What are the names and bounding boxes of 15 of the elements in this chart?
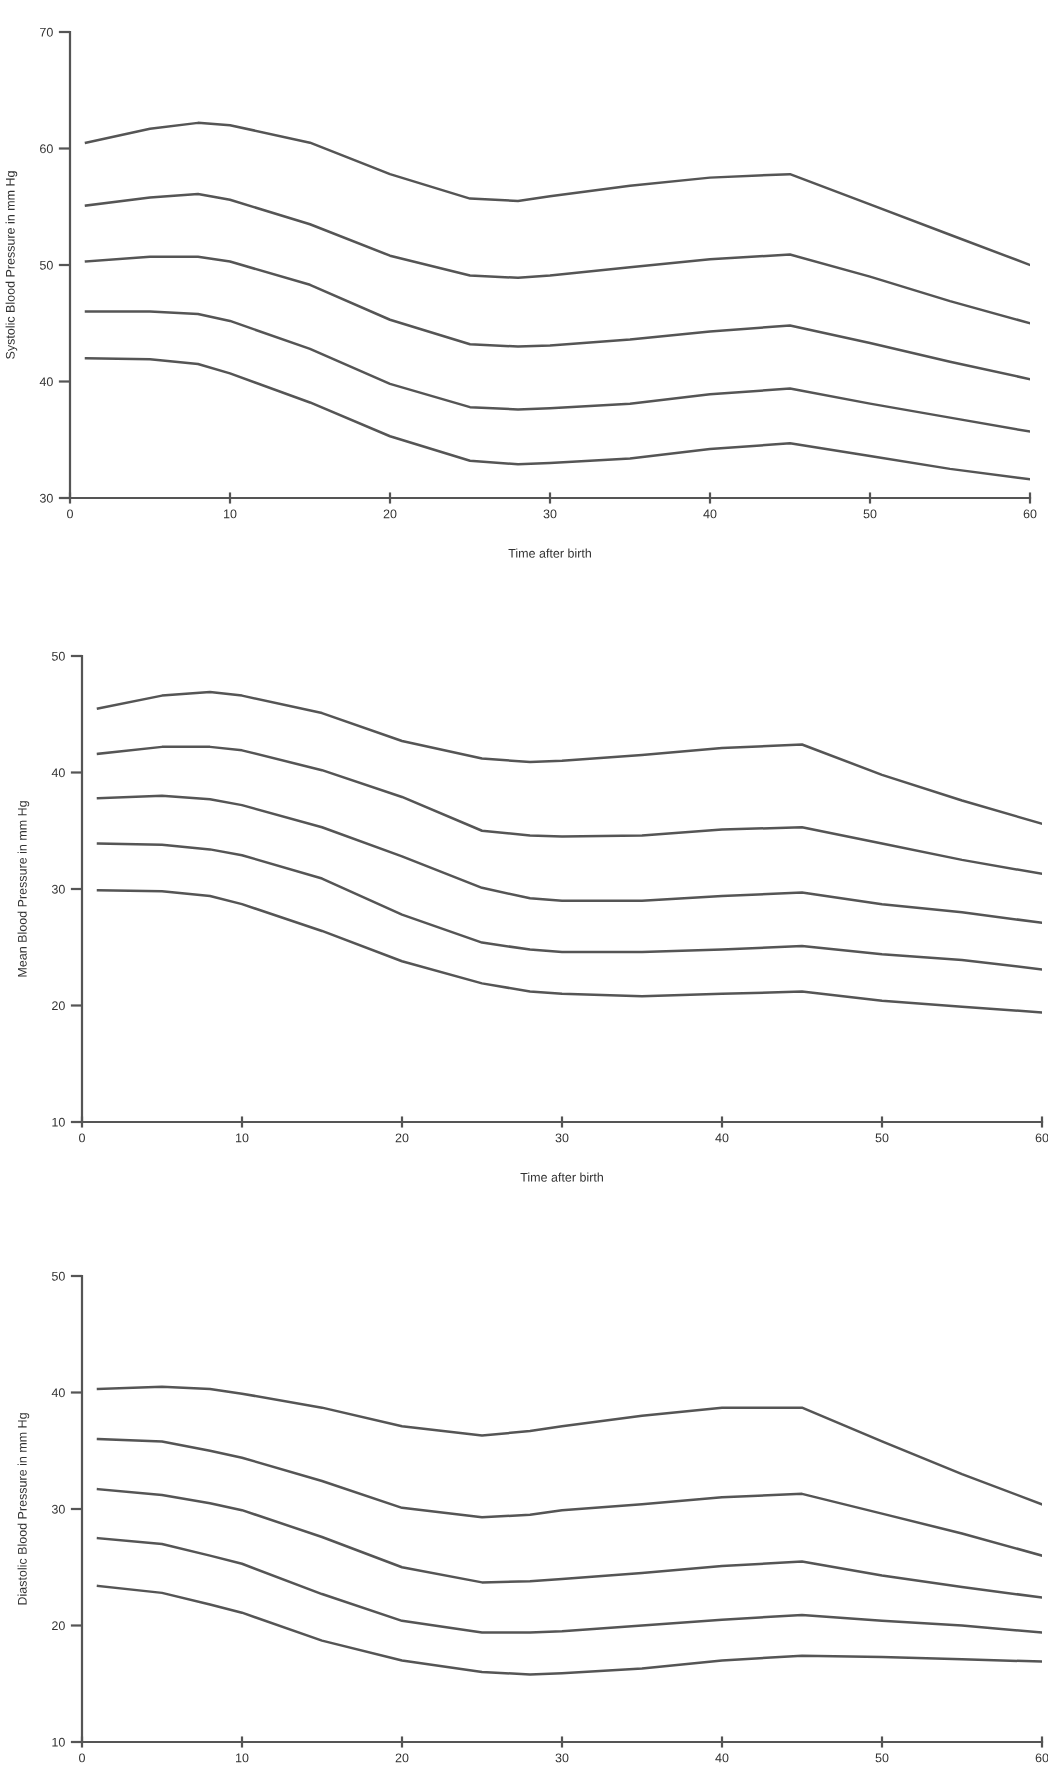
line-series bbox=[96, 794, 1042, 925]
line-series bbox=[96, 690, 1042, 826]
line-series bbox=[96, 1536, 1042, 1634]
line-series bbox=[96, 842, 1042, 971]
line-series bbox=[96, 745, 1042, 876]
line-series bbox=[84, 121, 1030, 267]
line-series bbox=[96, 1584, 1042, 1676]
line-series bbox=[84, 310, 1030, 433]
line-series bbox=[96, 1487, 1042, 1599]
line-series bbox=[84, 255, 1030, 381]
line-series bbox=[96, 1437, 1042, 1557]
line-series bbox=[96, 888, 1042, 1014]
line-series bbox=[84, 192, 1030, 325]
line-series bbox=[96, 1385, 1042, 1506]
line-series bbox=[84, 356, 1030, 481]
